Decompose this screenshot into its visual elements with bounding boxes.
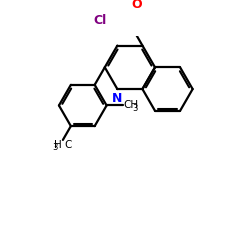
Text: CH: CH [124, 100, 139, 110]
Text: 3: 3 [132, 104, 138, 112]
Text: H: H [54, 140, 62, 149]
Text: Cl: Cl [94, 14, 107, 27]
Text: N: N [112, 92, 122, 104]
Text: C: C [64, 140, 72, 149]
Text: 3: 3 [52, 143, 58, 152]
Text: O: O [131, 0, 142, 12]
